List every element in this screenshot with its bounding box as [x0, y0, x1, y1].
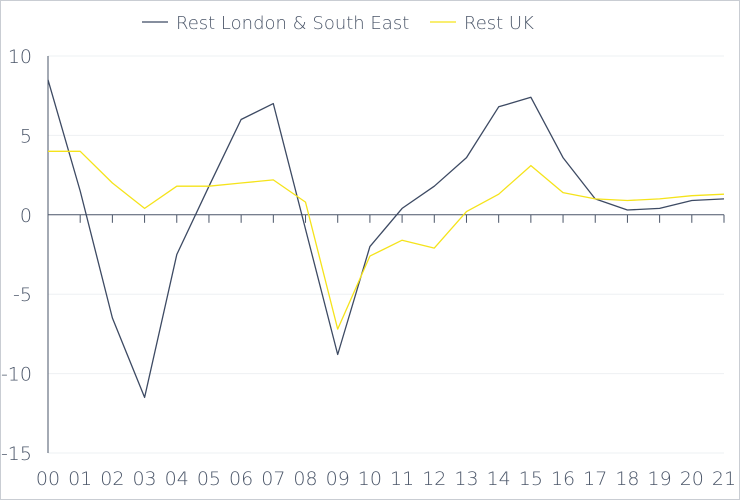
y-tick-label: -10 — [1, 364, 32, 386]
gridlines — [48, 55, 724, 454]
y-tick-label: 5 — [20, 125, 32, 147]
y-tick-label: 10 — [8, 46, 32, 68]
y-tick-label: -5 — [13, 284, 32, 306]
x-tick-label: 13 — [454, 468, 478, 490]
series-layer — [47, 79, 725, 399]
x-tick-label: 12 — [422, 468, 446, 490]
y-tick-label: -15 — [1, 443, 32, 465]
x-tick-label: 03 — [132, 468, 156, 490]
x-tick-label: 09 — [326, 468, 350, 490]
x-tick-label: 05 — [197, 468, 221, 490]
x-tick-label: 06 — [229, 468, 253, 490]
x-tick-label: 02 — [100, 468, 124, 490]
legend: Rest London & South East Rest UK — [142, 13, 534, 34]
x-tick-label: 14 — [487, 468, 511, 490]
x-tick-label: 10 — [358, 468, 382, 490]
x-tick-label: 15 — [519, 468, 543, 490]
series-line-rest-london-south-east — [47, 79, 725, 399]
legend-label: Rest London & South East — [176, 13, 409, 34]
x-tick-label: 11 — [390, 468, 414, 490]
x-tick-label: 08 — [293, 468, 317, 490]
x-tick-label: 01 — [68, 468, 92, 490]
x-tick-label: 17 — [583, 468, 607, 490]
series-line-rest-uk — [48, 150, 725, 330]
x-tick-label: 18 — [615, 468, 639, 490]
x-tick-label: 04 — [165, 468, 189, 490]
x-tick-label: 21 — [712, 468, 736, 490]
x-tick-label: 07 — [261, 468, 285, 490]
y-tick-label: 0 — [20, 205, 32, 227]
x-tick-label: 16 — [551, 468, 575, 490]
x-tick-label: 19 — [648, 468, 672, 490]
legend-label: Rest UK — [464, 13, 534, 34]
x-tick-label: 20 — [680, 468, 704, 490]
x-tick-label: 00 — [36, 468, 60, 490]
